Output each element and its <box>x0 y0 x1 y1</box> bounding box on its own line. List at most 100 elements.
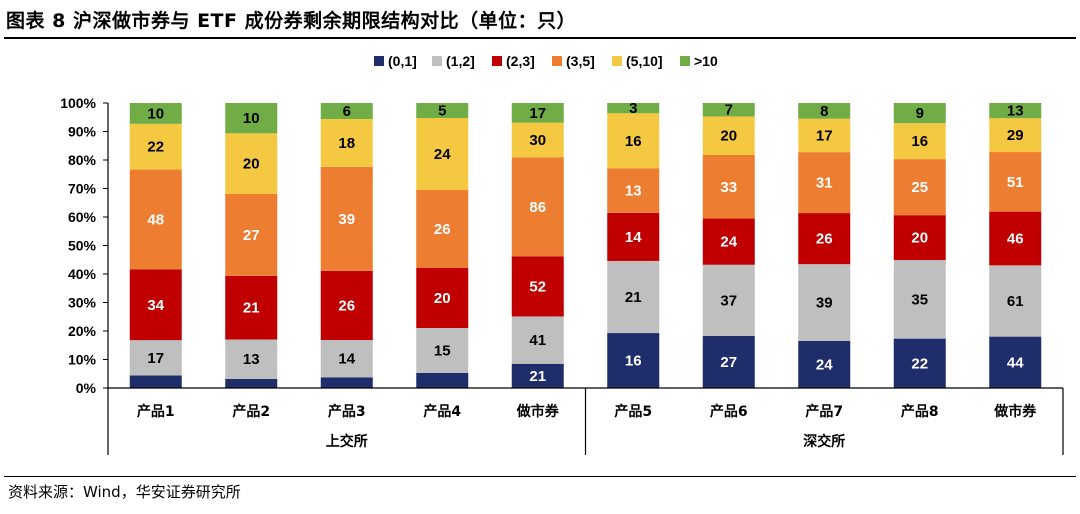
bar-segment <box>798 264 851 341</box>
data-label: 25 <box>911 179 928 196</box>
data-label: 21 <box>625 289 642 306</box>
bar-segment <box>893 159 946 216</box>
data-label: 35 <box>911 291 928 308</box>
legend-label: (3,5] <box>566 53 595 69</box>
data-label: 13 <box>1007 103 1024 120</box>
data-label: 7 <box>725 102 733 119</box>
bar-segment <box>511 103 564 123</box>
data-label: 9 <box>916 105 924 122</box>
data-label: 24 <box>720 234 737 251</box>
bar-segment <box>607 333 660 388</box>
data-label: 52 <box>529 278 546 295</box>
x-category-label: 产品1 <box>137 403 175 420</box>
bar-segment <box>607 260 660 334</box>
x-category-label: 产品4 <box>423 403 461 420</box>
bar-segment <box>893 338 946 388</box>
bar-segment <box>798 152 851 214</box>
bar-segment <box>320 103 373 119</box>
legend-label: (2,3] <box>506 53 535 69</box>
data-label: 48 <box>147 211 164 228</box>
data-label: 3 <box>629 100 637 117</box>
bar-segment <box>989 336 1042 388</box>
legend-label: >10 <box>694 53 718 69</box>
bar-stack: 16 21 14 13 16 3 <box>607 100 660 388</box>
legend-swatch <box>432 56 442 66</box>
x-category-label: 产品6 <box>710 403 748 420</box>
data-label: 14 <box>338 351 355 368</box>
data-label: 24 <box>816 356 833 373</box>
bar-segment <box>893 123 946 160</box>
legend-swatch <box>680 56 690 66</box>
data-label: 10 <box>243 110 260 127</box>
bar-segment <box>320 118 373 167</box>
y-tick-label: 70% <box>68 181 97 197</box>
bar-segment <box>702 154 755 219</box>
bar-stack: 44 61 46 51 29 13 <box>989 103 1042 388</box>
bar-segment <box>607 113 660 169</box>
data-label: 44 <box>1007 354 1024 371</box>
data-label: 13 <box>625 183 642 200</box>
bar-segment <box>225 193 278 276</box>
data-label: 33 <box>720 179 737 196</box>
bar-segment <box>989 103 1042 119</box>
bar-segment <box>798 103 851 119</box>
legend-label: (1,2] <box>446 53 475 69</box>
x-group-label: 上交所 <box>326 433 368 450</box>
legend-label: (0,1] <box>388 53 417 69</box>
bar-segment <box>416 328 469 373</box>
data-label: 13 <box>243 351 260 368</box>
bar-segment <box>129 123 182 170</box>
data-label: 27 <box>720 354 737 371</box>
x-category-label: 做市券 <box>516 403 560 420</box>
data-label: 34 <box>147 297 164 314</box>
legend-label: (5,10] <box>626 53 663 69</box>
data-label: 5 <box>438 103 446 120</box>
data-label: 20 <box>434 290 451 307</box>
y-tick-label: 0% <box>76 380 97 396</box>
bar-segment <box>511 316 564 364</box>
bar-segment <box>129 269 182 341</box>
bar-segment <box>225 133 278 194</box>
legend-swatch <box>374 56 384 66</box>
data-label: 26 <box>816 231 833 248</box>
data-label: 21 <box>243 300 260 317</box>
bar-segment <box>989 211 1042 266</box>
bar-segment <box>511 157 564 257</box>
data-label: 46 <box>1007 230 1024 247</box>
bar-segment <box>607 212 660 261</box>
data-label: 22 <box>147 139 164 156</box>
x-category-label: 产品5 <box>614 403 652 420</box>
bar-segment <box>989 265 1042 337</box>
bar-segment <box>320 340 373 378</box>
bar-stack: 15 20 26 24 5 <box>416 103 469 388</box>
y-tick-label: 90% <box>68 124 97 140</box>
bar-segment <box>511 256 564 317</box>
bar-stack: 17 34 48 22 10 <box>129 103 182 388</box>
data-label: 31 <box>816 175 833 192</box>
data-label: 51 <box>1007 174 1024 191</box>
bar-segment <box>607 103 660 114</box>
data-label: 14 <box>625 229 642 246</box>
data-label: 26 <box>434 221 451 238</box>
data-label: 17 <box>816 127 833 144</box>
bar-segment <box>416 268 469 328</box>
bar-segment <box>416 103 469 118</box>
x-category-label: 产品2 <box>232 403 270 420</box>
y-tick-label: 30% <box>68 295 97 311</box>
bar-segment <box>511 122 564 158</box>
legend-swatch <box>612 56 622 66</box>
data-label: 20 <box>720 128 737 145</box>
x-group-label: 深交所 <box>803 433 845 450</box>
bar-stack: 24 39 26 31 17 8 <box>798 103 851 388</box>
data-label: 26 <box>338 297 355 314</box>
data-label: 21 <box>529 368 546 385</box>
data-label: 27 <box>243 227 260 244</box>
x-category-label: 产品7 <box>805 403 843 420</box>
bar-segment <box>989 118 1042 153</box>
data-label: 41 <box>529 332 546 349</box>
bar-segment <box>702 264 755 337</box>
bar-stack: 14 26 39 18 6 <box>320 103 373 388</box>
data-label: 17 <box>529 105 546 122</box>
bar-segment <box>320 377 373 388</box>
